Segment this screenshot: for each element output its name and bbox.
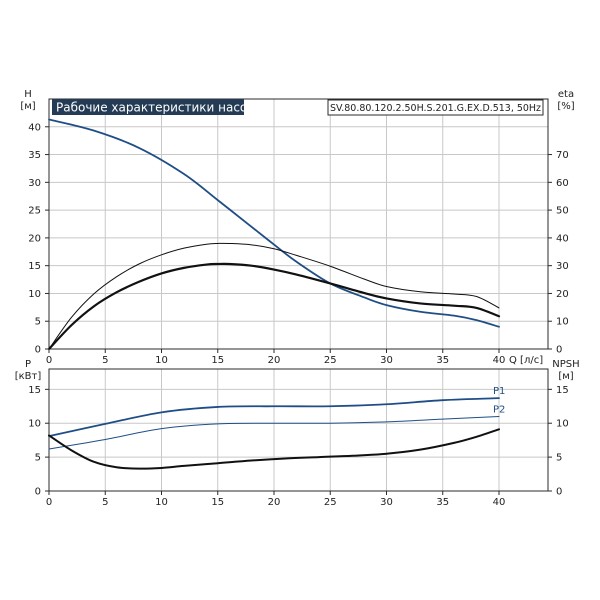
y-right-tick-label: 20 (556, 289, 569, 300)
y-right-axis-name: eta [%] (557, 89, 574, 112)
y-left-tick-label: 5 (35, 317, 41, 328)
series-layer: P1 P2 (47, 118, 505, 470)
y-left-axis-name: H [м] (20, 89, 35, 112)
x-tick-label: 25 (324, 355, 337, 366)
frame-layer (48, 98, 549, 492)
y-right-tick-label: 40 (556, 233, 569, 244)
tick-layer: 0 5 10 15 20 25 30 35 40 0 5 10 15 20 25 30 35 40 0 10 20 30 4… (15, 89, 580, 508)
series-line-head-efficiency-2 (48, 242, 500, 350)
x-tick-label: 35 (436, 355, 449, 366)
chart-title-box: Рабочие характеристики насоса (52, 99, 261, 115)
y-left-tick-label: 5 (35, 453, 41, 464)
x-axis-name: Q [л/с] (509, 355, 543, 366)
y-left-tick-label: 15 (28, 385, 41, 396)
y-left-tick-label: 10 (28, 289, 41, 300)
y-right-tick-label: 50 (556, 206, 569, 217)
x-tick-label: 40 (493, 497, 506, 508)
series-label-p1: P1 (493, 386, 505, 397)
series-line-power-npsh-2 (48, 428, 500, 470)
chart-title: Рабочие характеристики насоса (56, 101, 261, 115)
y-right-tick-label: 70 (556, 150, 569, 161)
x-tick-label: 5 (102, 497, 108, 508)
y-left-tick-label: 15 (28, 261, 41, 272)
y-left-tick-label: 0 (35, 487, 41, 498)
series-line-head-efficiency-0 (48, 118, 500, 328)
series-line-power-npsh-1 (48, 415, 500, 450)
x-tick-label: 10 (155, 497, 168, 508)
y-left-tick-label: 40 (28, 122, 41, 133)
y-right-axis-name: NPSH [м] (552, 359, 579, 382)
y-left-tick-label: 25 (28, 206, 41, 217)
x-tick-label: 10 (155, 355, 168, 366)
model-label: SV.80.80.120.2.50H.S.201.G.EX.D.513, 50H… (330, 103, 541, 114)
grid-layer (49, 99, 548, 491)
x-tick-label: 15 (211, 355, 224, 366)
series-label-p2: P2 (493, 404, 505, 415)
model-box: SV.80.80.120.2.50H.S.201.G.EX.D.513, 50H… (327, 99, 544, 116)
y-left-tick-label: 0 (35, 345, 41, 356)
plot-frame (48, 368, 549, 492)
x-tick-label: 20 (268, 355, 281, 366)
y-left-tick-label: 30 (28, 178, 41, 189)
y-right-tick-label: 15 (556, 385, 569, 396)
y-left-tick-label: 35 (28, 150, 41, 161)
y-right-tick-label: 60 (556, 178, 569, 189)
y-right-tick-label: 0 (556, 345, 562, 356)
y-right-tick-label: 5 (556, 453, 562, 464)
chart-title-bg (52, 99, 244, 115)
y-left-axis-name: P [кВт] (15, 359, 42, 382)
y-left-tick-label: 10 (28, 419, 41, 430)
y-right-tick-label: 30 (556, 261, 569, 272)
x-tick-label: 40 (493, 355, 506, 366)
x-tick-label: 35 (436, 497, 449, 508)
x-tick-label: 0 (46, 355, 52, 366)
series-line-power-npsh-0 (48, 397, 500, 437)
x-tick-label: 0 (46, 497, 52, 508)
y-right-tick-label: 10 (556, 317, 569, 328)
model-box-frame (327, 99, 544, 116)
series-line-head-efficiency-1 (47, 262, 501, 351)
x-tick-label: 15 (211, 497, 224, 508)
y-right-tick-label: 0 (556, 487, 562, 498)
x-tick-label: 30 (380, 497, 393, 508)
x-tick-label: 25 (324, 497, 337, 508)
x-tick-label: 5 (102, 355, 108, 366)
y-left-tick-label: 20 (28, 233, 41, 244)
plot-frame (48, 98, 549, 350)
y-right-tick-label: 10 (556, 419, 569, 430)
x-tick-label: 20 (268, 497, 281, 508)
x-tick-label: 30 (380, 355, 393, 366)
